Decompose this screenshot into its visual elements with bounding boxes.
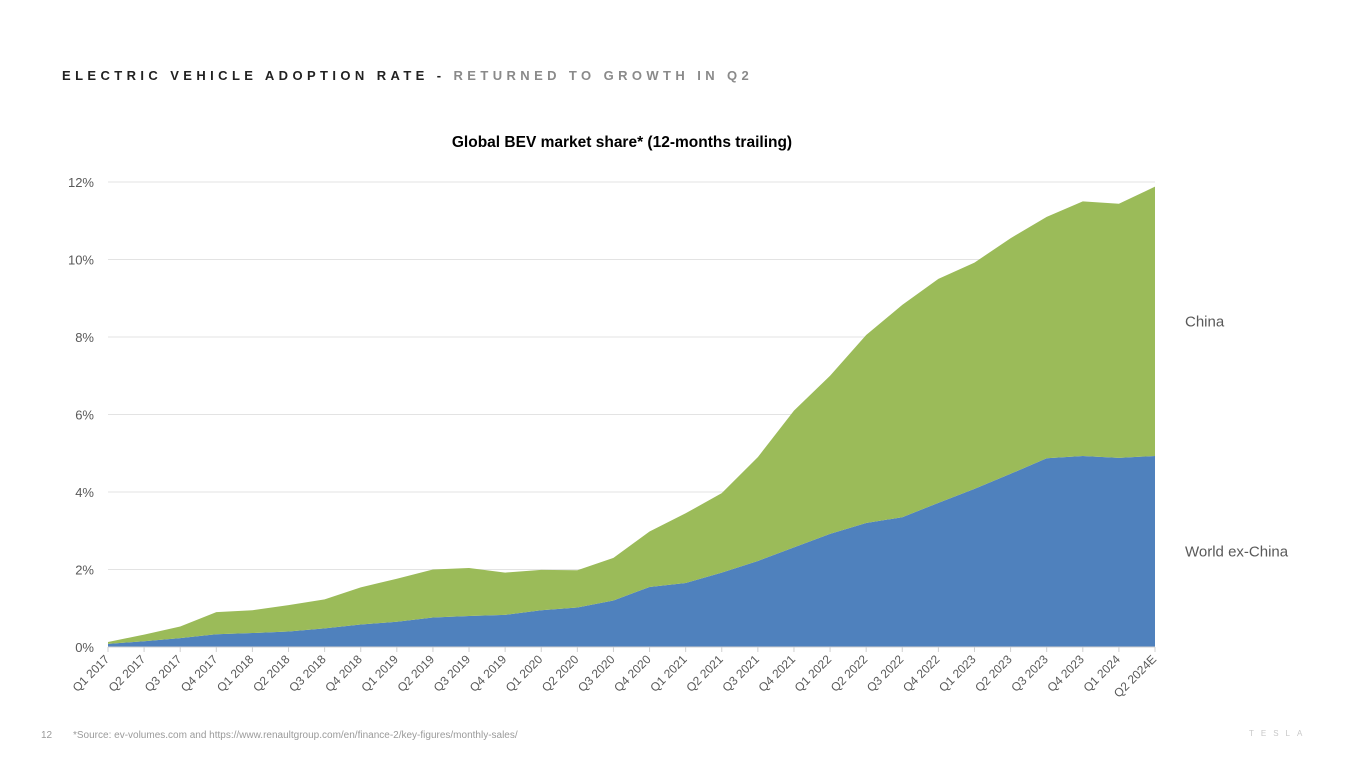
x-tick-label: Q2 2019 (395, 652, 438, 695)
x-tick-label: Q4 2020 (611, 652, 654, 695)
x-tick-label: Q3 2021 (720, 652, 763, 695)
x-tick-label: Q1 2017 (70, 652, 113, 695)
page-number: 12 (41, 730, 53, 741)
series-areas (108, 186, 1155, 647)
y-tick-label: 0% (75, 640, 94, 655)
title-separator: - (436, 68, 446, 83)
x-tick-label: Q4 2022 (900, 652, 943, 695)
x-tick-label: Q3 2017 (142, 652, 185, 695)
x-tick-label: Q2 2022 (828, 652, 871, 695)
legend-label-world-ex-china: World ex-China (1185, 543, 1289, 560)
x-tick-label: Q1 2023 (936, 652, 979, 695)
x-tick-label: Q2 2020 (539, 652, 582, 695)
y-tick-label: 4% (75, 485, 94, 500)
x-tick-label: Q1 2021 (647, 652, 690, 695)
x-tick-label: Q4 2018 (322, 652, 365, 695)
page-subtitle: RETURNED TO GROWTH IN Q2 (453, 68, 754, 83)
brand-logo: TESLA (1249, 729, 1310, 738)
y-tick-label: 8% (75, 330, 94, 345)
y-tick-label: 2% (75, 563, 94, 578)
x-tick-label: Q4 2019 (467, 652, 510, 695)
x-tick-label: Q4 2023 (1044, 652, 1087, 695)
x-tick-label: Q1 2019 (358, 652, 401, 695)
x-tick-label: Q2 2023 (972, 652, 1015, 695)
x-tick-label: Q4 2021 (756, 652, 799, 695)
x-tick-label: Q2 2017 (106, 652, 149, 695)
x-tick-label: Q3 2020 (575, 652, 618, 695)
page-header: ELECTRIC VEHICLE ADOPTION RATE - RETURNE… (62, 68, 753, 83)
x-tick-label: Q2 2018 (250, 652, 293, 695)
area-china (108, 186, 1155, 644)
x-tick-label: Q3 2018 (286, 652, 329, 695)
x-tick-label: Q3 2023 (1008, 652, 1051, 695)
y-axis-ticks: 0% 2% 4% 6% 8% 10% 12% (68, 175, 94, 655)
x-tick-label: Q2 2021 (683, 652, 726, 695)
x-tick-label: Q1 2020 (503, 652, 546, 695)
x-tick-label: Q3 2022 (864, 652, 907, 695)
x-tick-label: Q1 2022 (792, 652, 835, 695)
page-title: ELECTRIC VEHICLE ADOPTION RATE (62, 68, 429, 83)
x-tick-label: Q1 2018 (214, 652, 257, 695)
source-note: *Source: ev-volumes.com and https://www.… (73, 730, 518, 741)
area-world-ex-china (108, 455, 1155, 647)
y-tick-label: 12% (68, 175, 94, 190)
legend-label-china: China (1185, 313, 1225, 330)
y-tick-label: 10% (68, 253, 94, 268)
x-tick-label: Q4 2017 (178, 652, 221, 695)
legend: World ex-China China (1185, 313, 1289, 560)
chart-title: Global BEV market share* (12-months trai… (452, 134, 792, 151)
x-tick-label: Q3 2019 (431, 652, 474, 695)
y-tick-label: 6% (75, 408, 94, 423)
